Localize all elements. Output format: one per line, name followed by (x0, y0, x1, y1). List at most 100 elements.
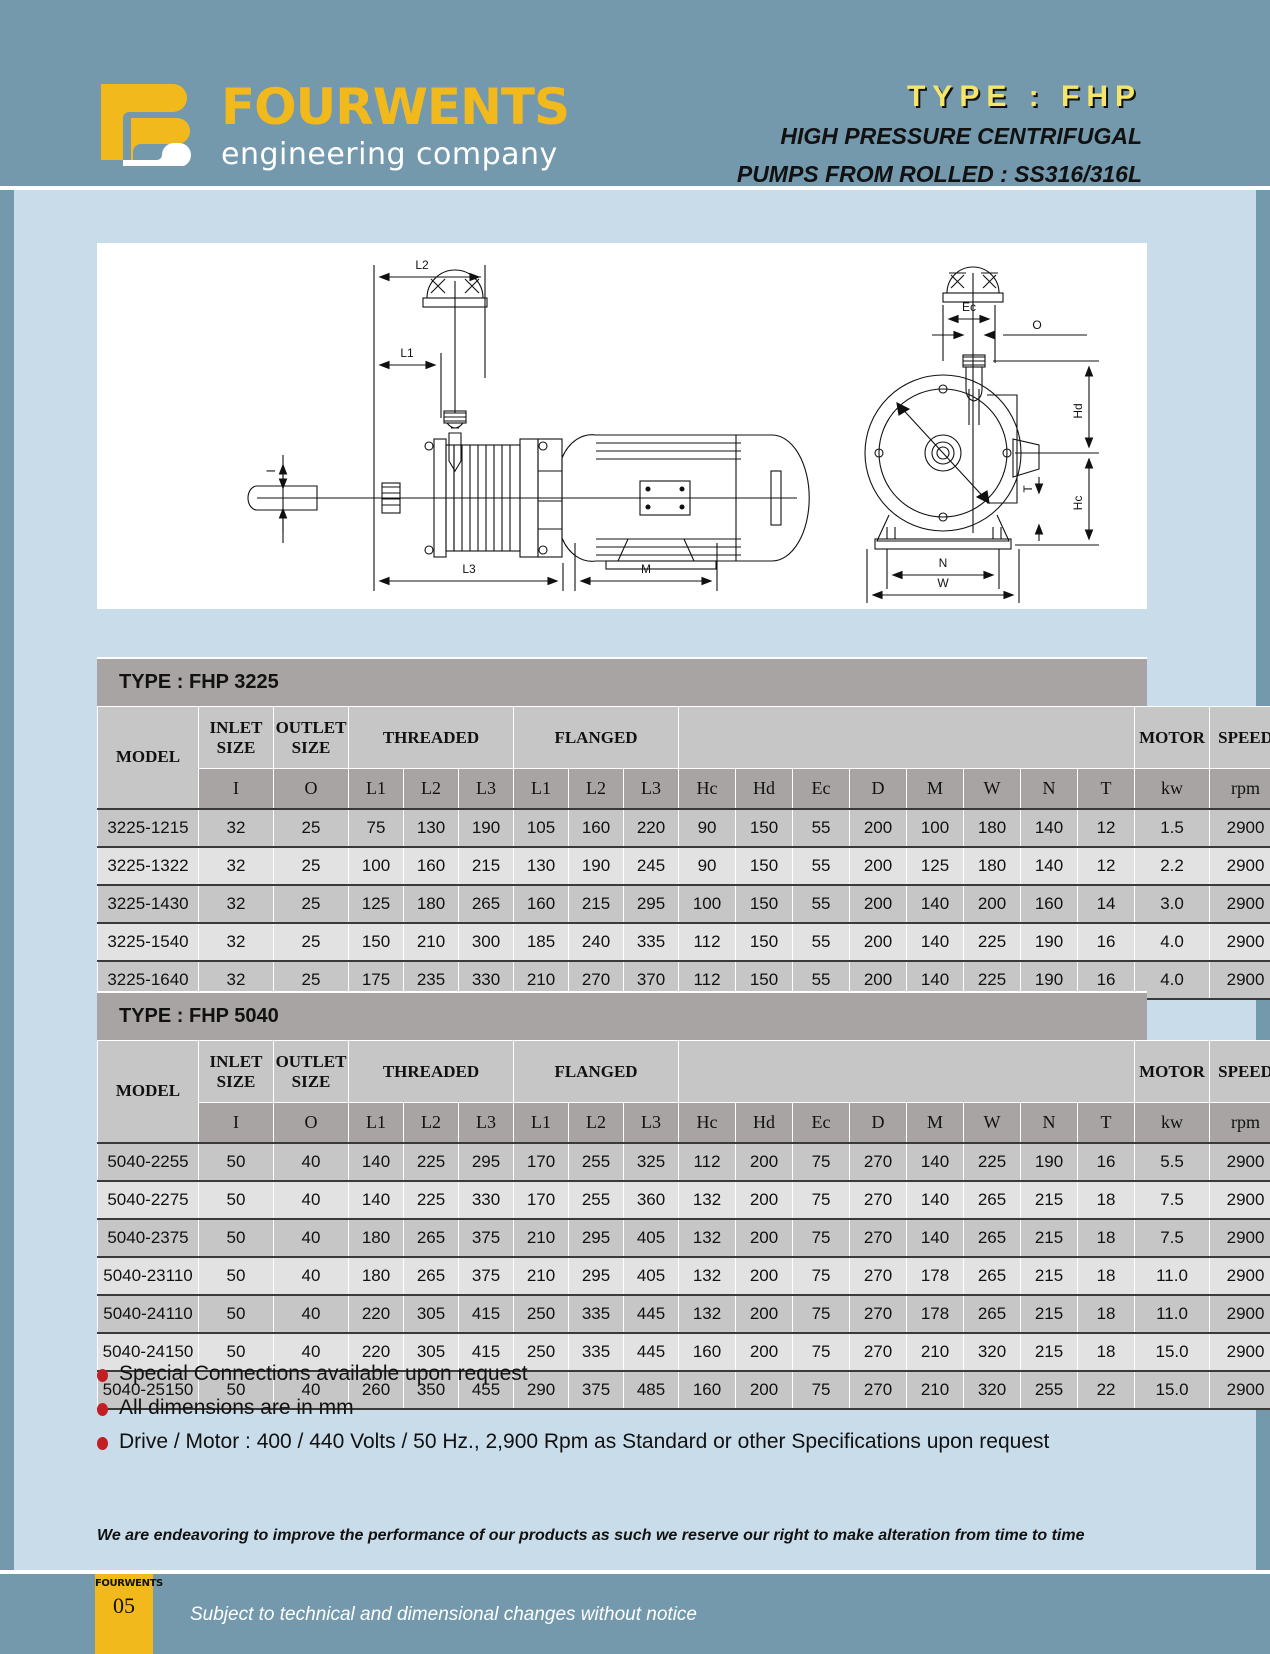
cell-value: 55 (792, 807, 851, 848)
cell-value: 2900 (1209, 883, 1270, 924)
cell-value: 11.0 (1134, 1293, 1211, 1334)
table-title: TYPE : FHP 3225 (97, 657, 1147, 706)
cell-value: 200 (735, 1369, 794, 1410)
cell-model: 5040-2275 (97, 1179, 199, 1220)
cell-value: 132 (678, 1217, 737, 1258)
cell-value: 200 (849, 883, 908, 924)
cell-value: 7.5 (1134, 1217, 1211, 1258)
sub-fl-L2: L2 (568, 1102, 624, 1143)
cell-value: 170 (513, 1141, 569, 1182)
cell-value: 200 (735, 1293, 794, 1334)
page-footer: FOURWENTS 05 Subject to technical and di… (0, 1570, 1270, 1654)
cell-value: 2900 (1209, 1369, 1270, 1410)
cell-value: 32 (198, 807, 274, 848)
cell-value: 200 (963, 883, 1022, 924)
cell-value: 295 (568, 1217, 624, 1258)
cell-value: 75 (792, 1369, 851, 1410)
table-title: TYPE : FHP 5040 (97, 991, 1147, 1040)
cell-value: 335 (622, 921, 680, 962)
cell-model: 5040-23110 (97, 1255, 199, 1296)
cell-value: 112 (678, 921, 737, 962)
col-threaded: THREADED (348, 706, 514, 769)
cell-value: 220 (622, 807, 680, 848)
cell-value: 485 (622, 1369, 680, 1410)
cell-value: 22 (1077, 1369, 1136, 1410)
cell-value: 150 (735, 845, 794, 886)
svg-text:T: T (1021, 485, 1035, 493)
col-dimensions (678, 706, 1136, 769)
cell-value: 12 (1077, 807, 1136, 848)
cell-value: 270 (849, 1369, 908, 1410)
cell-value: 40 (273, 1141, 349, 1182)
left-rail (0, 0, 14, 1654)
cell-value: 200 (735, 1331, 794, 1372)
sub-I: I (198, 1102, 274, 1143)
cell-value: 215 (1020, 1293, 1079, 1334)
cell-value: 330 (458, 1179, 514, 1220)
sub-T: T (1077, 1102, 1136, 1143)
cell-value: 140 (906, 921, 965, 962)
cell-value: 2900 (1209, 959, 1270, 1000)
note-item: Special Connections available upon reque… (97, 1362, 1157, 1386)
cell-value: 255 (568, 1179, 624, 1220)
sub-thr-L1: L1 (348, 1102, 404, 1143)
sub-W: W (963, 1102, 1022, 1143)
sub-Hc: Hc (678, 768, 737, 809)
cell-value: 190 (458, 807, 514, 848)
sub-M: M (906, 768, 965, 809)
table-row: 3225-1540 32 25 150 210 300 185 240 335 112 150 55 2… (97, 921, 1270, 962)
cell-value: 25 (273, 845, 349, 886)
note-item: All dimensions are in mm (97, 1396, 1157, 1420)
cell-value: 2900 (1209, 1255, 1270, 1296)
cell-value: 265 (963, 1293, 1022, 1334)
table-row: 3225-1322 32 25 100 160 215 130 190 245 90 150 55 20… (97, 845, 1270, 886)
cell-value: 200 (849, 845, 908, 886)
cell-value: 265 (963, 1179, 1022, 1220)
cell-value: 16 (1077, 921, 1136, 962)
cell-value: 50 (198, 1179, 274, 1220)
col-speed: SPEED (1209, 1040, 1270, 1103)
sub-kw: kw (1134, 1102, 1211, 1143)
cell-value: 445 (622, 1331, 680, 1372)
cell-value: 15.0 (1134, 1369, 1211, 1410)
cell-value: 5.5 (1134, 1141, 1211, 1182)
cell-value: 150 (735, 807, 794, 848)
cell-value: 415 (458, 1331, 514, 1372)
cell-value: 32 (198, 921, 274, 962)
cell-value: 240 (568, 921, 624, 962)
sub-kw: kw (1134, 768, 1211, 809)
cell-value: 140 (1020, 807, 1079, 848)
col-outlet-size: OUTLET SIZE (273, 706, 349, 769)
cell-value: 11.0 (1134, 1255, 1211, 1296)
svg-text:O: O (1032, 318, 1041, 332)
cell-value: 200 (735, 1179, 794, 1220)
bullet-icon (97, 1437, 108, 1450)
cell-value: 75 (792, 1179, 851, 1220)
cell-value: 40 (273, 1293, 349, 1334)
cell-value: 18 (1077, 1255, 1136, 1296)
svg-text:Ec: Ec (962, 300, 976, 314)
cell-value: 150 (348, 921, 404, 962)
cell-value: 455 (458, 1369, 514, 1410)
cell-value: 170 (513, 1179, 569, 1220)
col-inlet-size: INLET SIZE (198, 706, 274, 769)
pump-dimension-drawing: L2 L1 (247, 258, 1099, 603)
technical-drawing: L2 L1 (97, 243, 1147, 609)
cell-value: 75 (792, 1217, 851, 1258)
cell-value: 2900 (1209, 1217, 1270, 1258)
sub-thr-L1: L1 (348, 768, 404, 809)
cell-value: 15.0 (1134, 1331, 1211, 1372)
cell-value: 50 (198, 1331, 274, 1372)
cell-value: 18 (1077, 1217, 1136, 1258)
cell-value: 210 (403, 921, 459, 962)
cell-model: 5040-24110 (97, 1293, 199, 1334)
cell-value: 215 (458, 845, 514, 886)
cell-value: 4.0 (1134, 921, 1211, 962)
sub-O: O (273, 768, 349, 809)
cell-value: 55 (792, 883, 851, 924)
cell-model: 3225-1215 (97, 807, 199, 848)
cell-value: 225 (963, 1141, 1022, 1182)
cell-value: 200 (735, 1217, 794, 1258)
cell-model: 5040-2255 (97, 1141, 199, 1182)
sub-Hd: Hd (735, 768, 794, 809)
